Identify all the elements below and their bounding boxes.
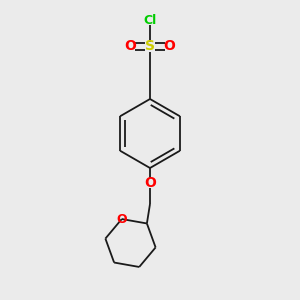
Text: O: O — [144, 176, 156, 190]
Text: Cl: Cl — [143, 14, 157, 28]
Text: O: O — [124, 40, 136, 53]
Text: O: O — [164, 40, 175, 53]
Text: O: O — [116, 212, 127, 226]
Text: S: S — [145, 40, 155, 53]
